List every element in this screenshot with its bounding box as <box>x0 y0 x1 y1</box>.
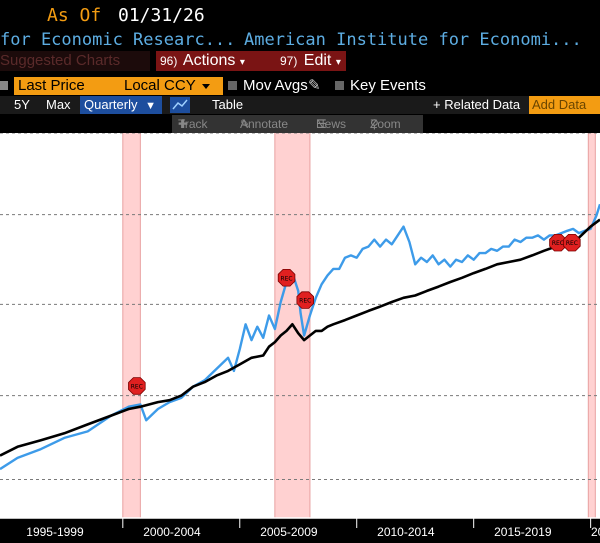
calendar-icon[interactable] <box>0 81 8 90</box>
currency-select[interactable]: Local CCY <box>120 77 223 95</box>
mov-avgs-checkbox[interactable] <box>228 81 237 90</box>
annotate-label: Annotate <box>240 117 289 131</box>
source-row: for Economic Researc... American Institu… <box>0 30 600 52</box>
pencil-icon: ✎ <box>240 117 251 131</box>
key-events-label: Key Events <box>350 77 426 94</box>
range-5y-button[interactable]: 5Y <box>14 97 30 112</box>
edit-menu-button[interactable]: 97) Edit ▾ <box>276 51 346 71</box>
dropdown-arrow-icon: ▼ <box>145 100 156 112</box>
event-marker-label: REC <box>131 383 143 390</box>
recession-band <box>588 133 596 518</box>
frequency-select[interactable]: Quarterly ▼ <box>80 96 162 114</box>
add-data-field[interactable]: Add Data <box>529 96 600 114</box>
recession-bands <box>122 133 596 518</box>
x-tick-label: 20 <box>591 525 600 539</box>
recession-band <box>122 133 141 518</box>
event-marker <box>128 377 146 395</box>
dropdown-arrow-icon <box>201 83 210 89</box>
price-field-label: Last Price <box>18 77 85 94</box>
event-marker <box>563 234 581 252</box>
suggested-charts-button[interactable]: Suggested Charts <box>0 51 150 71</box>
edit-shortcut: 97) <box>280 54 298 68</box>
event-marker-label: REC <box>566 240 578 247</box>
source-right[interactable]: American Institute for Economi... <box>244 30 582 50</box>
event-marker <box>277 268 296 287</box>
series-lines <box>0 203 600 471</box>
header-row: As Of 01/31/26 <box>0 0 600 30</box>
as-of-date[interactable]: 01/31/26 <box>118 5 205 26</box>
mov-avgs-label: Mov Avgs <box>243 77 308 94</box>
line-chart-icon[interactable] <box>170 97 190 113</box>
controls-row: Last Price Local CCY Mov Avgs ✎ Key Even… <box>0 76 600 96</box>
currency-label: Local CCY <box>124 77 196 94</box>
track-label: Track <box>178 117 208 131</box>
source-left[interactable]: for Economic Researc... <box>0 30 236 50</box>
edit-label: Edit <box>303 52 332 69</box>
as-of-label: As Of <box>47 5 102 26</box>
table-button[interactable]: Table <box>212 97 244 112</box>
price-field-select[interactable]: Last Price <box>14 77 120 95</box>
series-b-line <box>0 218 600 457</box>
plus-icon: ✚ <box>178 117 189 131</box>
event-marker <box>296 291 315 309</box>
chart-toolbar: ✚ Track ✎ Annotate ☰ News ⚲ Zoom <box>172 115 423 133</box>
event-marker-label: REC <box>552 240 564 247</box>
key-events-checkbox[interactable] <box>335 81 344 90</box>
event-marker <box>549 234 567 252</box>
pencil-icon[interactable]: ✎ <box>308 77 321 94</box>
range-bar: 5Y Max Quarterly ▼ Table + Related Data … <box>0 96 600 114</box>
zoom-label: Zoom <box>370 117 401 131</box>
x-tick-label: 1995-1999 <box>26 525 84 539</box>
series-a-line <box>0 203 600 471</box>
actions-menu-button[interactable]: 96) Actions ▾ <box>156 51 279 71</box>
event-marker-label: REC <box>280 275 292 282</box>
dropdown-arrow-icon: ▾ <box>239 57 245 68</box>
x-tick-label: 2005-2009 <box>260 525 318 539</box>
related-data-button[interactable]: + Related Data <box>433 97 521 112</box>
actions-label: Actions <box>182 52 236 69</box>
x-tick-label: 2010-2014 <box>377 525 435 539</box>
dropdown-arrow-icon: ▾ <box>335 57 341 68</box>
x-axis-band <box>0 518 600 543</box>
event-marker-label: REC <box>299 298 311 305</box>
range-max-button[interactable]: Max <box>46 97 71 112</box>
actions-shortcut: 96) <box>160 54 178 68</box>
x-tick-label: 2015-2019 <box>494 525 552 539</box>
news-icon: ☰ <box>316 117 327 131</box>
news-label: News <box>316 117 347 131</box>
magnifier-icon: ⚲ <box>370 117 379 131</box>
x-tick-label: 2000-2004 <box>143 525 201 539</box>
frequency-label: Quarterly <box>84 97 138 112</box>
x-axis: 1995-1999 2000-2004 2005-2009 2010-2014 2015… <box>0 517 600 543</box>
menu-row: Suggested Charts 96) Actions ▾ 97) Edit … <box>0 51 600 73</box>
